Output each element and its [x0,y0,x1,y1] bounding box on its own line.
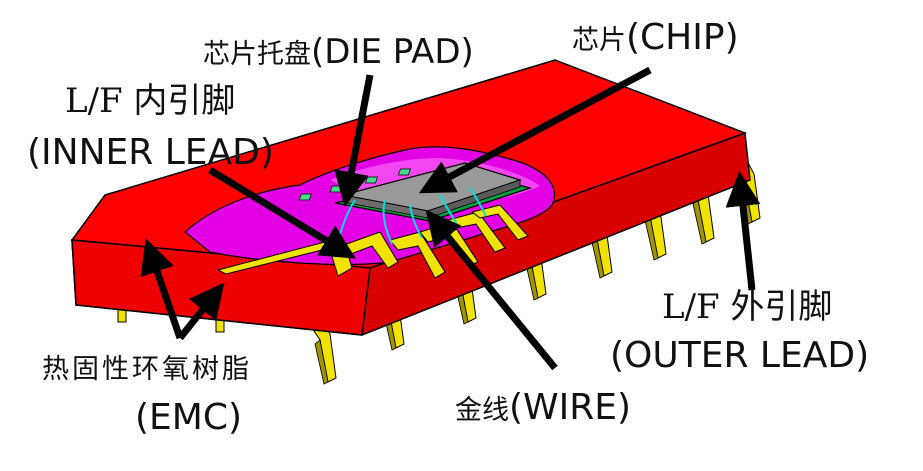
label-outer-lead-en: (OUTER LEAD) [610,335,870,376]
inner-lead [470,204,529,241]
label-emc-zh: 热固性环氧树脂 [42,354,252,385]
label-chip: 芯片(CHIP) [572,20,739,56]
label-die-pad-en: (DIE PAD) [311,32,474,72]
arrows [140,66,761,371]
arrow-wire [425,209,558,371]
label-die-pad-zh: 芯片托盘 [203,39,311,70]
label-die-pad: 芯片托盘(DIE PAD) [203,35,474,69]
arrow-inner-lead [208,167,356,259]
arrow-outer-lead [725,171,761,291]
arrow-emc-left [140,238,184,340]
bond-pad [329,185,343,193]
bond-pads [298,168,412,201]
arrow-emc-right [177,282,225,341]
bond-wire [382,199,393,245]
label-inner-lead-zh: L/F 内引脚 [65,81,236,121]
label-wire-zh: 金线 [455,395,509,426]
outer-lead-shade [314,339,329,385]
bond-pad [397,168,412,176]
bond-pad [298,193,312,201]
label-chip-en: (CHIP) [626,17,739,58]
label-wire-en: (WIRE) [509,387,632,428]
arrow-die-pad [334,74,374,207]
bond-wire [409,204,423,239]
label-emc-en: (EMC) [135,397,243,438]
label-chip-zh: 芯片 [572,25,626,56]
label-inner-lead-en: (INNER LEAD) [27,132,274,173]
label-wire: 金线(WIRE) [455,390,631,426]
bond-wire [469,187,487,217]
label-outer-lead-zh: L/F 外引脚 [662,287,833,327]
arrow-chip [418,66,652,194]
bond-pad [364,176,379,184]
